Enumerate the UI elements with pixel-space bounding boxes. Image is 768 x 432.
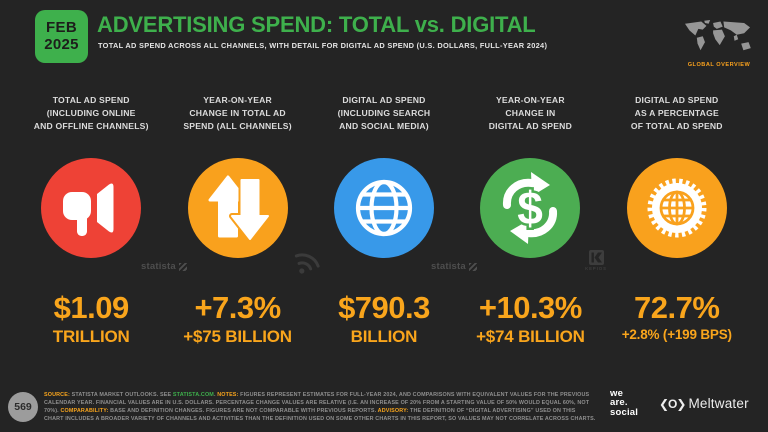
we-are-social-line: we bbox=[610, 388, 624, 399]
statista-link[interactable]: STATISTA.COM bbox=[172, 392, 214, 398]
page-title: ADVERTISING SPEND: TOTAL vs. DIGITAL bbox=[97, 12, 536, 37]
meltwater-wordmark: Meltwater bbox=[688, 396, 749, 411]
page-number: 569 bbox=[14, 401, 32, 413]
page-subtitle: TOTAL AD SPEND ACROSS ALL CHANNELS, WITH… bbox=[98, 41, 548, 50]
world-map-icon bbox=[685, 20, 751, 51]
source-label: SOURCE: bbox=[44, 392, 70, 398]
metric-digital-ad-spend: DIGITAL AD SPEND (INCLUDING SEARCH AND S… bbox=[311, 94, 457, 345]
advisory-text: THE DEFINITION OF “DIGITAL ADVERTISING” … bbox=[44, 408, 596, 423]
statista-watermark-text: statista bbox=[431, 261, 466, 272]
we-are-social-line: social bbox=[610, 406, 639, 418]
kepios-watermark-text: KEPIOS bbox=[585, 266, 607, 271]
meltwater-logo-icon: ❮O❯ bbox=[659, 396, 686, 411]
metric-digital-share: DIGITAL AD SPEND AS A PERCENTAGE OF TOTA… bbox=[604, 94, 750, 345]
kepios-logo-icon bbox=[588, 250, 604, 265]
metric-value: +7.3% bbox=[194, 290, 281, 325]
page-number-badge: 569 bbox=[8, 392, 38, 422]
statista-logo-icon bbox=[468, 262, 477, 271]
globe-badge-glyph bbox=[647, 178, 707, 238]
meltwater-logo: ❮O❯ Meltwater bbox=[659, 396, 749, 411]
world-map-glyph bbox=[685, 20, 751, 51]
metric-label: DIGITAL AD SPEND (INCLUDING SEARCH AND S… bbox=[337, 95, 431, 131]
megaphone-glyph bbox=[63, 183, 114, 236]
date-month: FEB bbox=[46, 18, 77, 36]
global-overview-badge: GLOBAL OVERVIEW bbox=[681, 20, 757, 68]
advisory-label: ADVISORY: bbox=[377, 408, 409, 415]
metric-subvalue: BILLION bbox=[350, 327, 418, 346]
statista-logo-icon bbox=[178, 262, 187, 271]
notes-label: NOTES: bbox=[217, 392, 239, 398]
metric-subvalue: +$74 BILLION bbox=[476, 327, 585, 346]
metric-value: $790.3 bbox=[338, 290, 430, 325]
dollar-cycle-glyph: $ bbox=[503, 172, 558, 244]
metric-label: YEAR-ON-YEAR CHANGE IN TOTAL AD SPEND (A… bbox=[183, 95, 292, 131]
datareportal-watermark-icon bbox=[294, 253, 320, 274]
comparability-text: BASE AND DEFINITION CHANGES. FIGURES ARE… bbox=[108, 408, 378, 415]
notes-text: FIGURES REPRESENT ESTIMATES FOR FULL-YEA… bbox=[44, 392, 590, 415]
statista-watermark: statista bbox=[431, 261, 477, 272]
date-badge: FEB 2025 bbox=[35, 10, 88, 63]
metric-total-ad-spend: TOTAL AD SPEND (INCLUDING ONLINE AND OFF… bbox=[18, 94, 164, 345]
kepios-watermark: KEPIOS bbox=[578, 250, 614, 271]
svg-text:$: $ bbox=[518, 182, 544, 234]
globe-icon bbox=[333, 158, 434, 258]
source-notes: SOURCE: STATISTA MARKET OUTLOOKS. SEE ST… bbox=[44, 391, 596, 423]
region-label: GLOBAL OVERVIEW bbox=[687, 62, 751, 68]
metric-value: 72.7% bbox=[634, 290, 720, 325]
statista-watermark-text: statista bbox=[141, 261, 176, 272]
metric-subvalue: TRILLION bbox=[52, 327, 130, 346]
globe-glyph bbox=[355, 179, 413, 237]
metric-subvalue: +2.8% (+199 BPS) bbox=[621, 327, 732, 342]
metric-yoy-digital-change: YEAR-ON-YEAR CHANGE IN DIGITAL AD SPEND … bbox=[457, 94, 603, 345]
metric-label: TOTAL AD SPEND (INCLUDING ONLINE AND OFF… bbox=[33, 95, 149, 131]
metric-label: DIGITAL AD SPEND AS A PERCENTAGE OF TOTA… bbox=[630, 95, 723, 131]
up-down-arrows-glyph bbox=[208, 175, 271, 242]
metric-value: +10.3% bbox=[478, 290, 583, 325]
dollar-cycle-icon: $ bbox=[480, 158, 581, 258]
source-text-end: . bbox=[213, 392, 218, 398]
metric-yoy-total-change: YEAR-ON-YEAR CHANGE IN TOTAL AD SPEND (A… bbox=[164, 94, 310, 345]
we-are-social-logo: we are. social bbox=[610, 389, 638, 417]
metric-value: $1.09 bbox=[53, 290, 130, 325]
metric-subvalue: +$75 BILLION bbox=[183, 327, 292, 346]
we-are-social-line: are. bbox=[610, 397, 628, 409]
metric-label: YEAR-ON-YEAR CHANGE IN DIGITAL AD SPEND bbox=[488, 95, 572, 131]
statista-watermark: statista bbox=[141, 261, 187, 272]
megaphone-icon bbox=[41, 158, 142, 258]
comparability-label: COMPARABILITY: bbox=[60, 408, 109, 415]
metrics-row: TOTAL AD SPEND (INCLUDING ONLINE AND OFF… bbox=[18, 94, 750, 345]
up-down-arrows-icon bbox=[187, 158, 288, 258]
date-year: 2025 bbox=[44, 35, 79, 53]
globe-badge-icon bbox=[626, 158, 727, 258]
source-text: STATISTA MARKET OUTLOOKS. SEE bbox=[69, 392, 173, 398]
